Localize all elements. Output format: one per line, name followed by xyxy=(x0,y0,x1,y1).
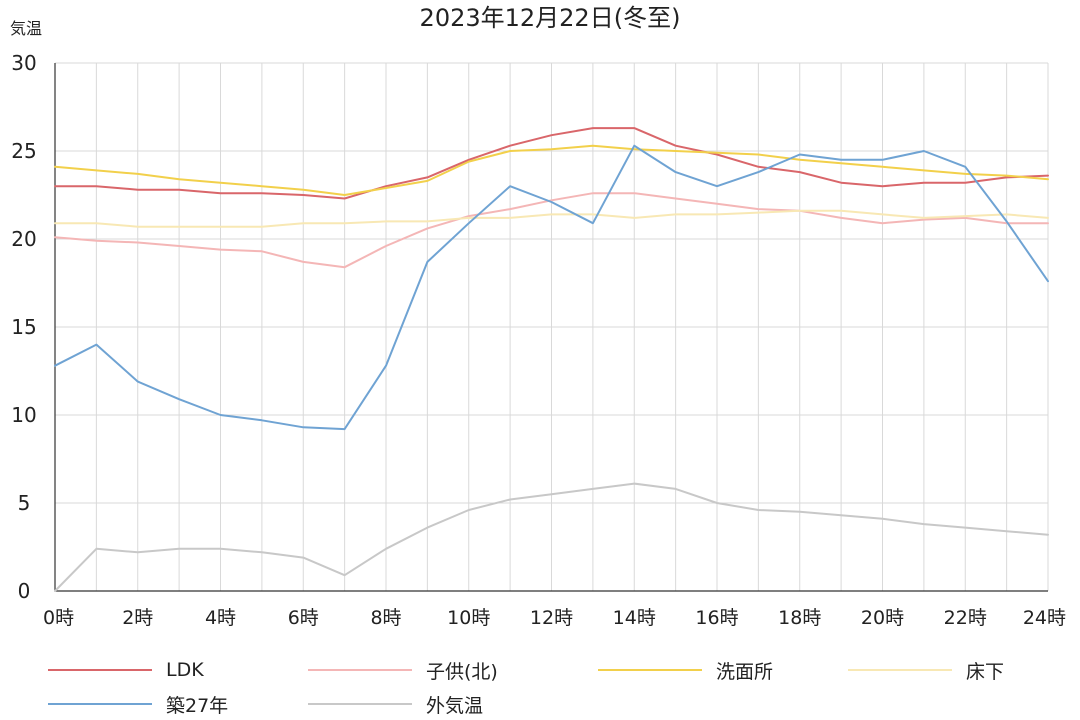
y-tick-label: 25 xyxy=(11,139,36,163)
x-tick-label: 8時 xyxy=(370,607,401,629)
series-line-1 xyxy=(54,127,1049,200)
legend-item: 子供(北) xyxy=(308,656,498,684)
x-tick-label: 0時 xyxy=(43,607,74,629)
x-tick-label: 10時 xyxy=(447,607,490,629)
y-tick-labels: 0 5 10 15 20 25 30 xyxy=(11,51,36,603)
legend-item: 外気温 xyxy=(308,690,483,718)
x-tick-label: 22時 xyxy=(944,607,987,629)
series-line-2 xyxy=(54,192,1049,269)
x-tick-label: 18時 xyxy=(778,607,821,629)
x-tick-labels: 0時 2時 4時 6時 8時 10時 12時 14時 16時 18時 20時 22時 24時 xyxy=(43,607,1066,629)
axes xyxy=(54,63,1048,592)
legend-label: 床下 xyxy=(966,660,1005,683)
series-line-5 xyxy=(54,144,1049,431)
grid-lines xyxy=(55,62,1049,591)
legend-label: LDK xyxy=(166,659,204,681)
series-lines xyxy=(54,127,1049,592)
legend-swatch xyxy=(848,669,952,671)
x-tick-label: 16時 xyxy=(695,607,738,629)
x-tick-label: 20時 xyxy=(861,607,904,629)
y-tick-label: 10 xyxy=(11,403,36,427)
legend-item: 洗面所 xyxy=(598,656,773,684)
legend-swatch xyxy=(308,703,412,705)
y-axis-label: 気温 xyxy=(10,19,42,38)
x-tick-label: 12時 xyxy=(530,607,573,629)
legend-item: 築27年 xyxy=(48,690,228,718)
chart-title: 2023年12月22日(冬至) xyxy=(420,4,681,32)
x-tick-label: 2時 xyxy=(122,607,153,629)
y-tick-label: 0 xyxy=(18,579,31,603)
legend-label: 築27年 xyxy=(166,694,229,717)
x-tick-label: 4時 xyxy=(205,607,236,629)
legend-swatch xyxy=(48,669,152,671)
legend-item: LDK xyxy=(48,656,204,684)
x-tick-label: 6時 xyxy=(288,607,319,629)
y-tick-label: 5 xyxy=(18,491,31,515)
legend-swatch xyxy=(48,703,152,705)
y-tick-label: 15 xyxy=(11,315,36,339)
legend-label: 子供(北) xyxy=(426,660,498,683)
series-line-6 xyxy=(54,482,1049,592)
legend-label: 外気温 xyxy=(426,694,484,717)
x-tick-label: 24時 xyxy=(1023,607,1066,629)
x-tick-label: 14時 xyxy=(613,607,656,629)
legend: LDK 子供(北) 洗面所 床下築27年 外気温 xyxy=(0,650,1080,720)
y-tick-label: 20 xyxy=(11,227,36,251)
legend-swatch xyxy=(308,669,412,671)
series-line-4 xyxy=(54,209,1049,228)
y-tick-label: 30 xyxy=(11,51,36,75)
legend-item: 床下 xyxy=(848,656,1004,684)
legend-swatch xyxy=(598,669,702,671)
series-line-3 xyxy=(54,144,1049,196)
line-chart: 2023年12月22日(冬至) 気温 0 5 10 15 20 25 30 0時 2時 4時 6時… xyxy=(10,4,1066,629)
legend-label: 洗面所 xyxy=(716,660,774,683)
